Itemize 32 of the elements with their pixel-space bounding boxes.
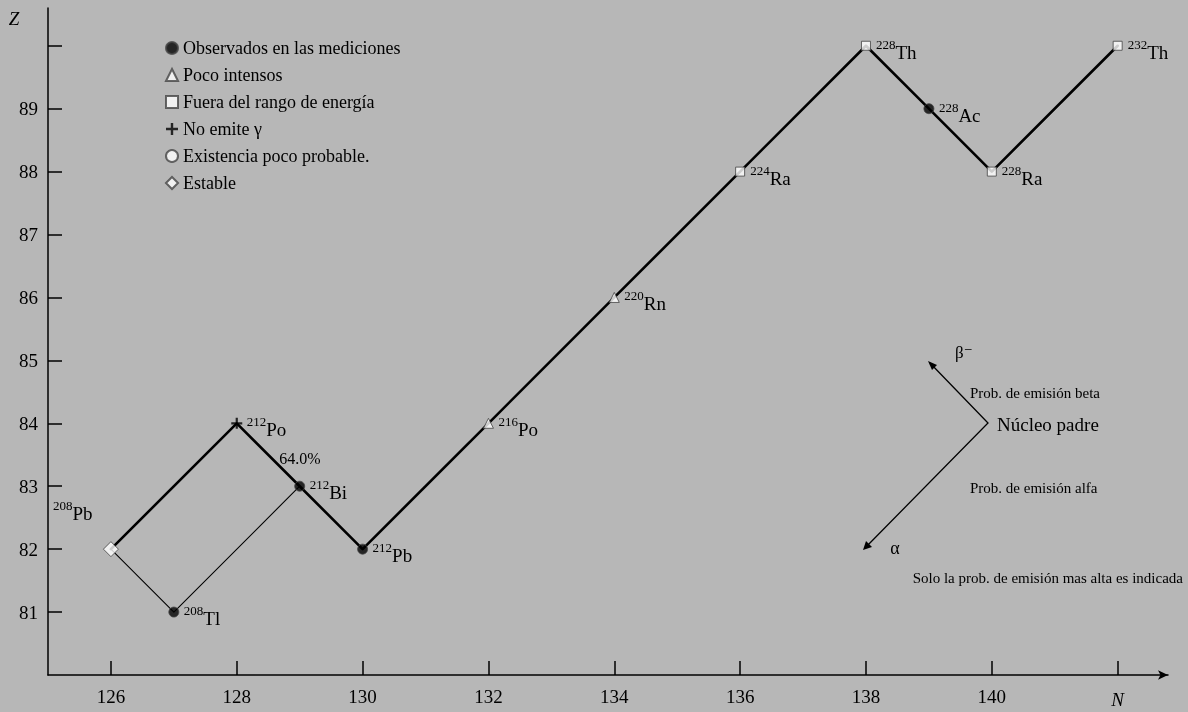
annotation: α <box>890 538 901 558</box>
annotation: β⁻ <box>955 342 973 362</box>
x-tick-label: 134 <box>600 686 630 707</box>
y-tick-label: 83 <box>19 475 38 497</box>
y-tick-label: 86 <box>19 286 38 308</box>
x-tick-label: 132 <box>474 686 503 707</box>
x-tick-label: 130 <box>348 686 377 707</box>
y-tick-label: 88 <box>19 161 38 183</box>
y-tick-label: 84 <box>19 412 39 434</box>
annotation: 64.0% <box>279 449 321 467</box>
x-tick-label: 126 <box>96 686 126 707</box>
legend-label: Observados en las mediciones <box>183 38 401 58</box>
legend-label: Fuera del rango de energía <box>183 92 375 112</box>
legend-label: Poco intensos <box>183 65 283 85</box>
annotation: Prob. de emisión alfa <box>970 480 1098 496</box>
x-tick-label: 128 <box>222 686 252 707</box>
y-tick-label: 81 <box>19 601 38 623</box>
x-axis-title: N <box>1110 688 1126 710</box>
legend-label: Estable <box>183 173 236 193</box>
x-tick-label: 140 <box>977 686 1007 707</box>
annotation: Solo la prob. de emisión mas alta es indicada <box>912 570 1184 586</box>
x-tick-label: 138 <box>851 686 881 707</box>
y-tick-label: 82 <box>19 538 38 560</box>
y-tick-label: 85 <box>19 349 38 371</box>
y-axis-title: Z <box>8 7 20 29</box>
legend-label: Existencia poco probable. <box>183 146 370 166</box>
y-tick-label: 89 <box>19 98 38 120</box>
annotation: Núcleo padre <box>997 413 1099 435</box>
annotation: Prob. de emisión beta <box>970 385 1101 401</box>
x-tick-label: 136 <box>725 686 755 707</box>
y-tick-label: 87 <box>19 224 38 246</box>
legend-label: No emite γ <box>183 119 262 139</box>
